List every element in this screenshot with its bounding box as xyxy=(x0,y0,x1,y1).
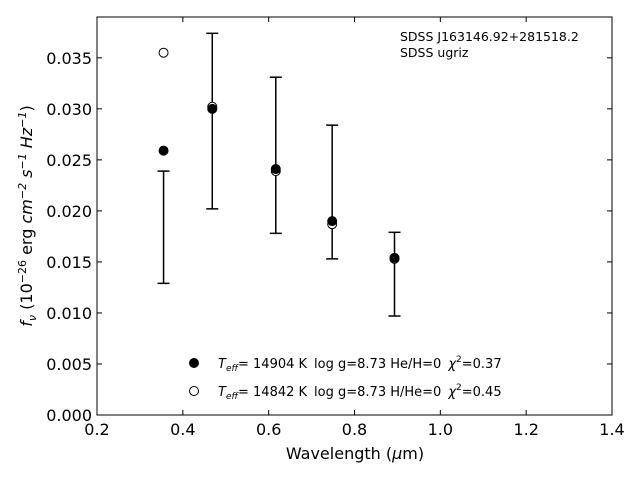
data-point-he-h xyxy=(158,145,169,156)
annotation-object-name: SDSS J163146.92+281518.2 xyxy=(400,29,579,44)
x-tick-label: 1.0 xyxy=(428,420,453,439)
y-tick-label: 0.030 xyxy=(46,100,92,119)
model-points xyxy=(158,47,400,264)
errorbar xyxy=(326,124,339,260)
y-tick-label: 0.000 xyxy=(46,406,92,425)
errorbar xyxy=(206,32,219,210)
y-tick-label: 0.035 xyxy=(46,49,92,68)
y-tick-label: 0.020 xyxy=(46,202,92,221)
y-axis-ticks: 0.000 0.005 0.010 0.015 0.020 0.025 0.030 0.035 xyxy=(46,49,612,425)
x-axis-ticks: 0.2 0.4 0.6 0.8 1.0 1.2 1.4 xyxy=(84,17,625,439)
errorbar xyxy=(269,76,282,235)
y-tick-label: 0.015 xyxy=(46,253,92,272)
observed-errorbars xyxy=(157,32,401,317)
plot-frame xyxy=(96,16,613,416)
legend-marker-open xyxy=(189,386,199,396)
x-tick-label: 0.6 xyxy=(256,420,281,439)
x-tick-label: 0.8 xyxy=(342,420,367,439)
annotation-filters: SDSS ugriz xyxy=(400,45,469,60)
x-tick-label: 1.2 xyxy=(513,420,538,439)
x-tick-label: 0.4 xyxy=(170,420,195,439)
y-tick-label: 0.010 xyxy=(46,304,92,323)
y-tick-label: 0.025 xyxy=(46,151,92,170)
x-tick-label: 0.2 xyxy=(84,420,109,439)
y-axis-label: fν (10−26 erg cm−2 s−1 Hz−1) xyxy=(16,105,39,326)
data-point-he-h xyxy=(327,216,338,227)
data-point-h-he xyxy=(158,47,169,58)
x-axis-label: Wavelength (μm) xyxy=(286,444,424,463)
data-point-he-h xyxy=(389,252,400,263)
data-point-he-h xyxy=(270,164,281,175)
y-tick-label: 0.005 xyxy=(46,355,92,374)
errorbar xyxy=(157,170,170,285)
x-tick-label: 1.4 xyxy=(599,420,624,439)
legend-marker-filled xyxy=(189,358,199,368)
errorbar xyxy=(388,231,401,317)
data-point-he-h xyxy=(207,103,218,114)
